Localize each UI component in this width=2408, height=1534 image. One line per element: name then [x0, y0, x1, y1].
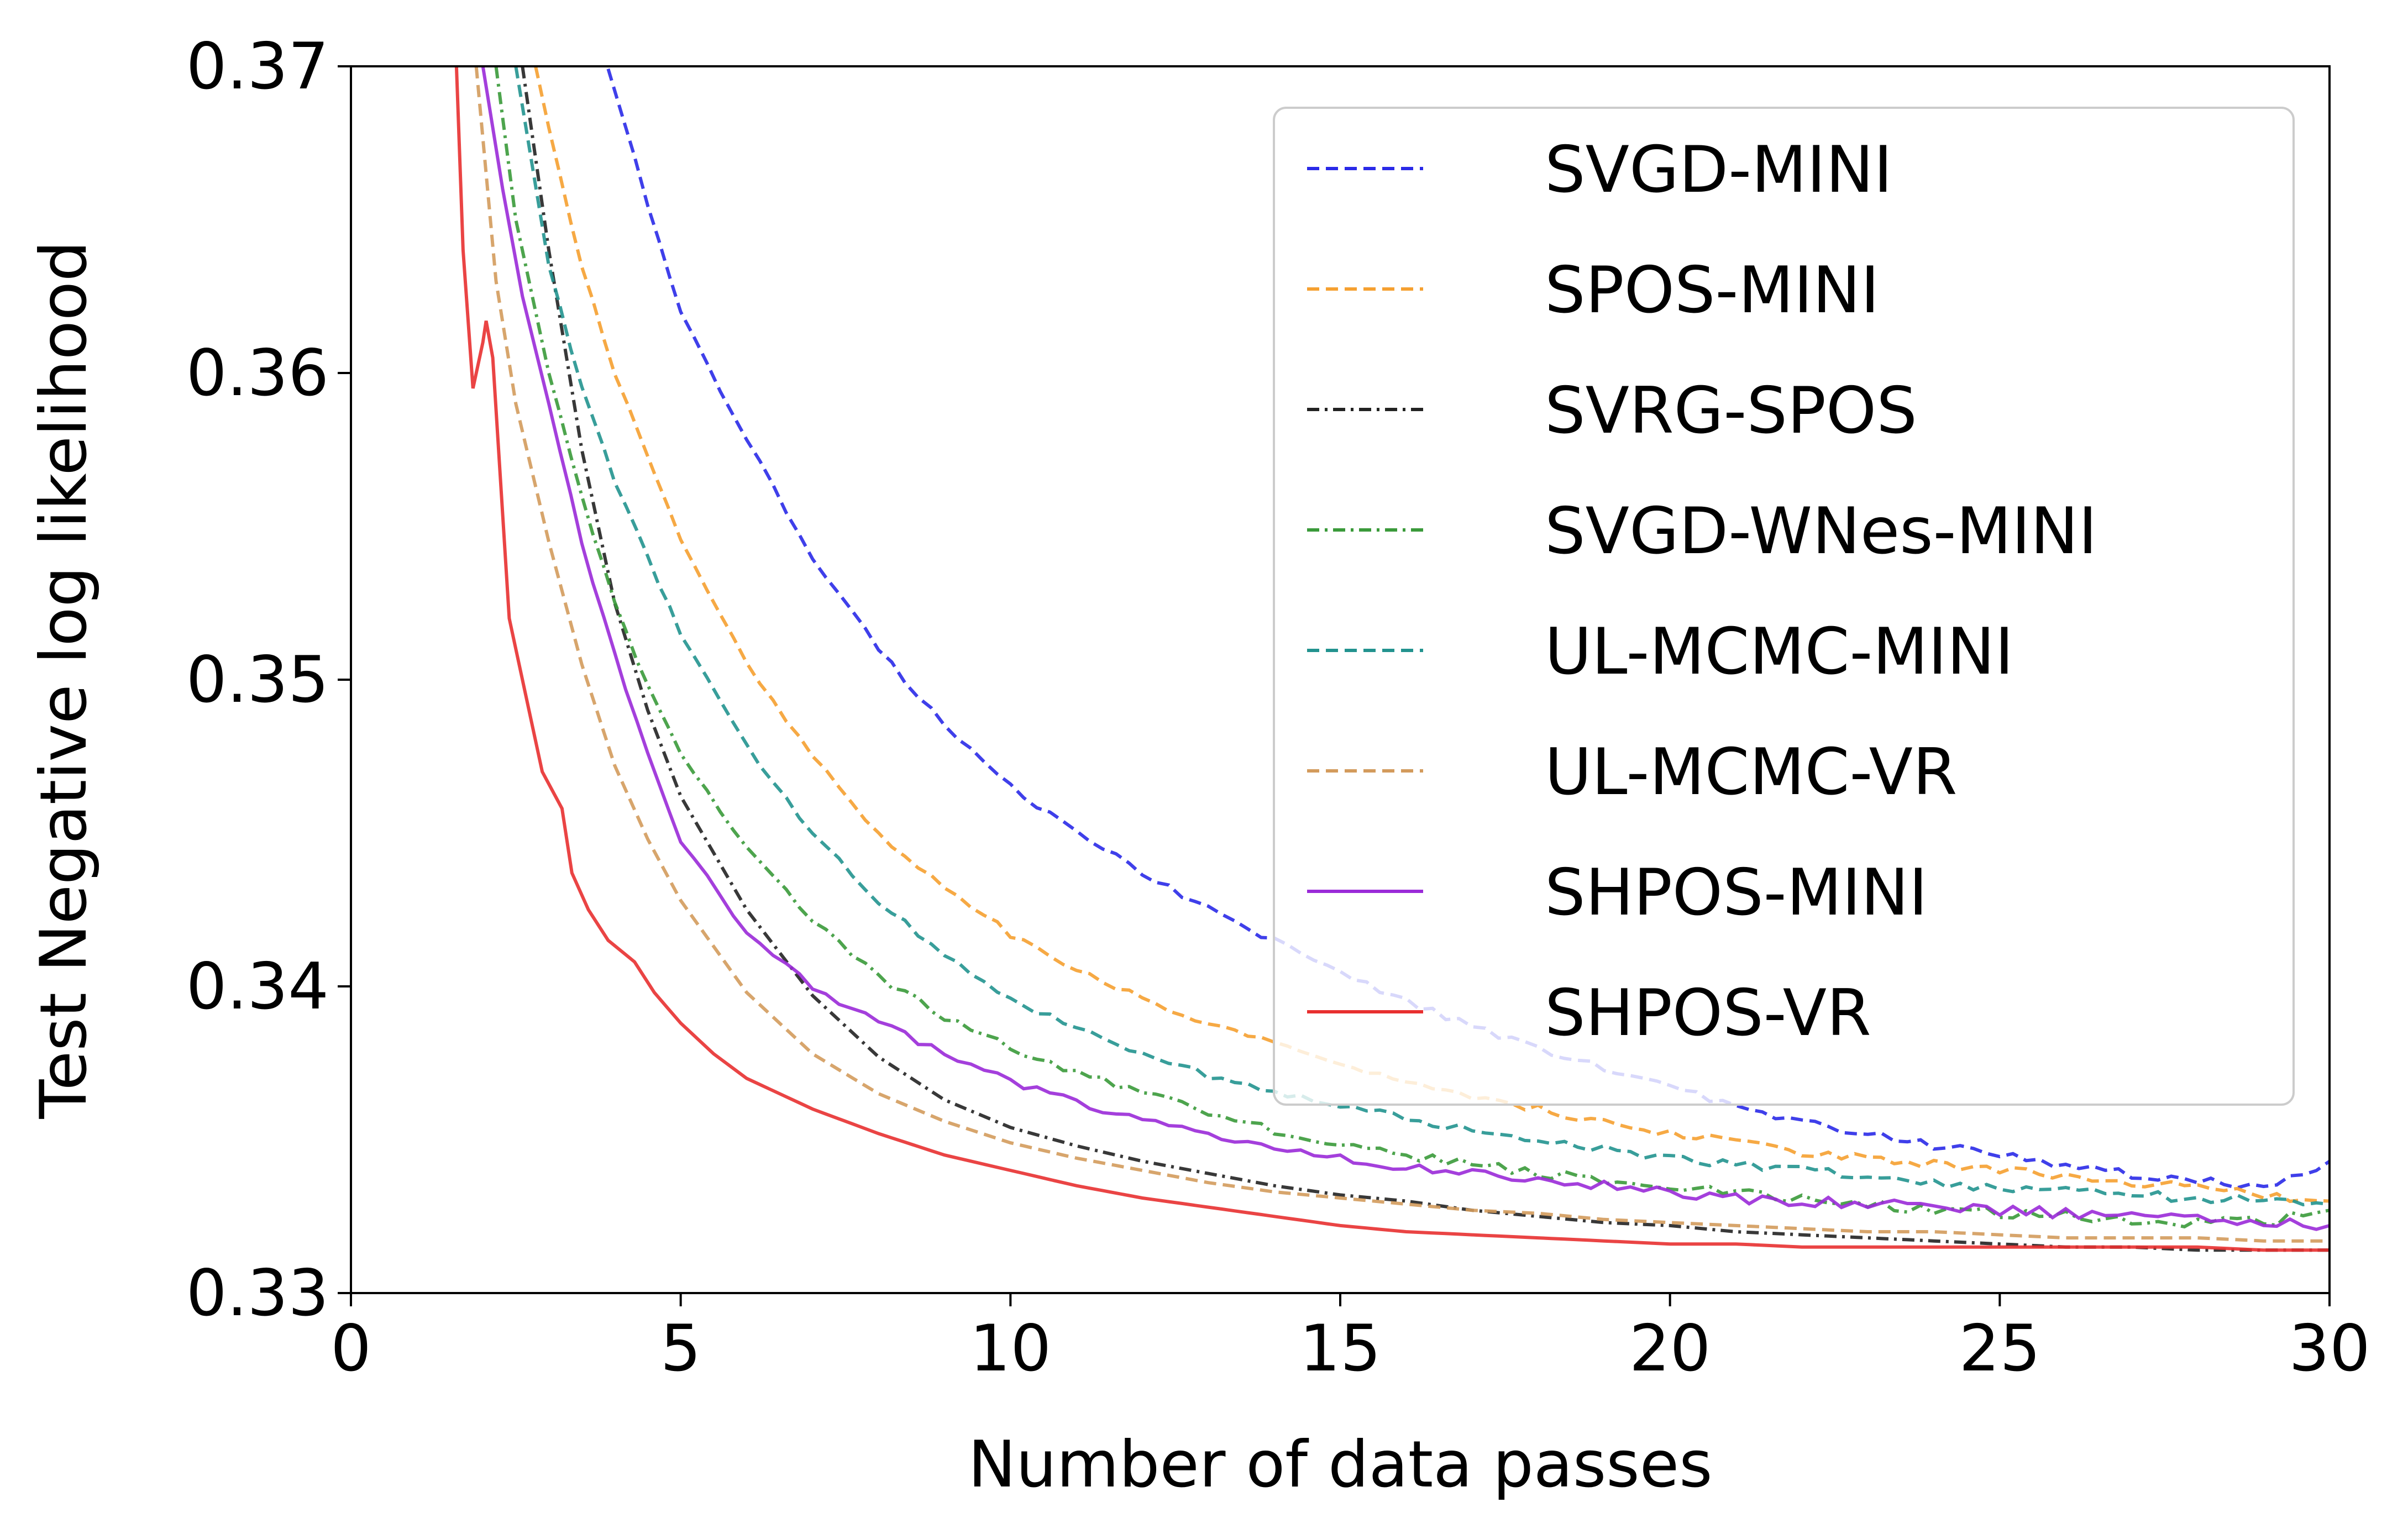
x-axis: 0 5 10 15 20 25 30: [330, 1293, 2370, 1386]
y-tick-label: 0.35: [186, 643, 329, 717]
x-tick-label: 20: [1629, 1311, 1711, 1386]
y-axis-label: Test Negative log likelihood: [27, 241, 101, 1120]
x-tick-label: 0: [330, 1311, 371, 1386]
x-tick-label: 10: [970, 1311, 1052, 1386]
series-line-ul-mcmc-mini: [514, 66, 2330, 1207]
series-line-shpos-vr: [454, 66, 2330, 1252]
legend-label: SVRG-SPOS: [1545, 374, 1917, 448]
legend-label: UL-MCMC-MINI: [1545, 614, 2014, 689]
y-tick-label: 0.36: [186, 336, 329, 411]
x-axis-label: Number of data passes: [968, 1427, 1712, 1502]
legend-label: SPOS-MINI: [1545, 253, 1880, 328]
legend-label: UL-MCMC-VR: [1545, 735, 1958, 810]
x-tick-label: 5: [660, 1311, 701, 1386]
legend-box: [1273, 107, 2295, 1106]
legend-label: SHPOS-VR: [1545, 976, 1871, 1050]
x-tick-label: 25: [1959, 1311, 2041, 1386]
legend-label: SVGD-WNes-MINI: [1545, 494, 2097, 569]
y-tick-label: 0.34: [186, 949, 329, 1024]
y-tick-label: 0.37: [186, 29, 329, 104]
legend-label: SHPOS-MINI: [1545, 855, 1928, 930]
y-axis: 0.33 0.34 0.35 0.36 0.37: [186, 29, 351, 1331]
y-tick-label: 0.33: [186, 1256, 329, 1331]
x-tick-label: 15: [1299, 1311, 1381, 1386]
series-line-shpos-mini: [481, 66, 2330, 1231]
series-line-svrg-spos: [521, 66, 2330, 1252]
legend-label: SVGD-MINI: [1545, 133, 1892, 207]
legend: SVGD-MINI SPOS-MINI SVRG-SPOS SVGD-WNes-MIN…: [1273, 107, 2295, 1106]
x-tick-label: 30: [2289, 1311, 2370, 1386]
series-line-ul-mcmc-vr: [474, 66, 2330, 1243]
